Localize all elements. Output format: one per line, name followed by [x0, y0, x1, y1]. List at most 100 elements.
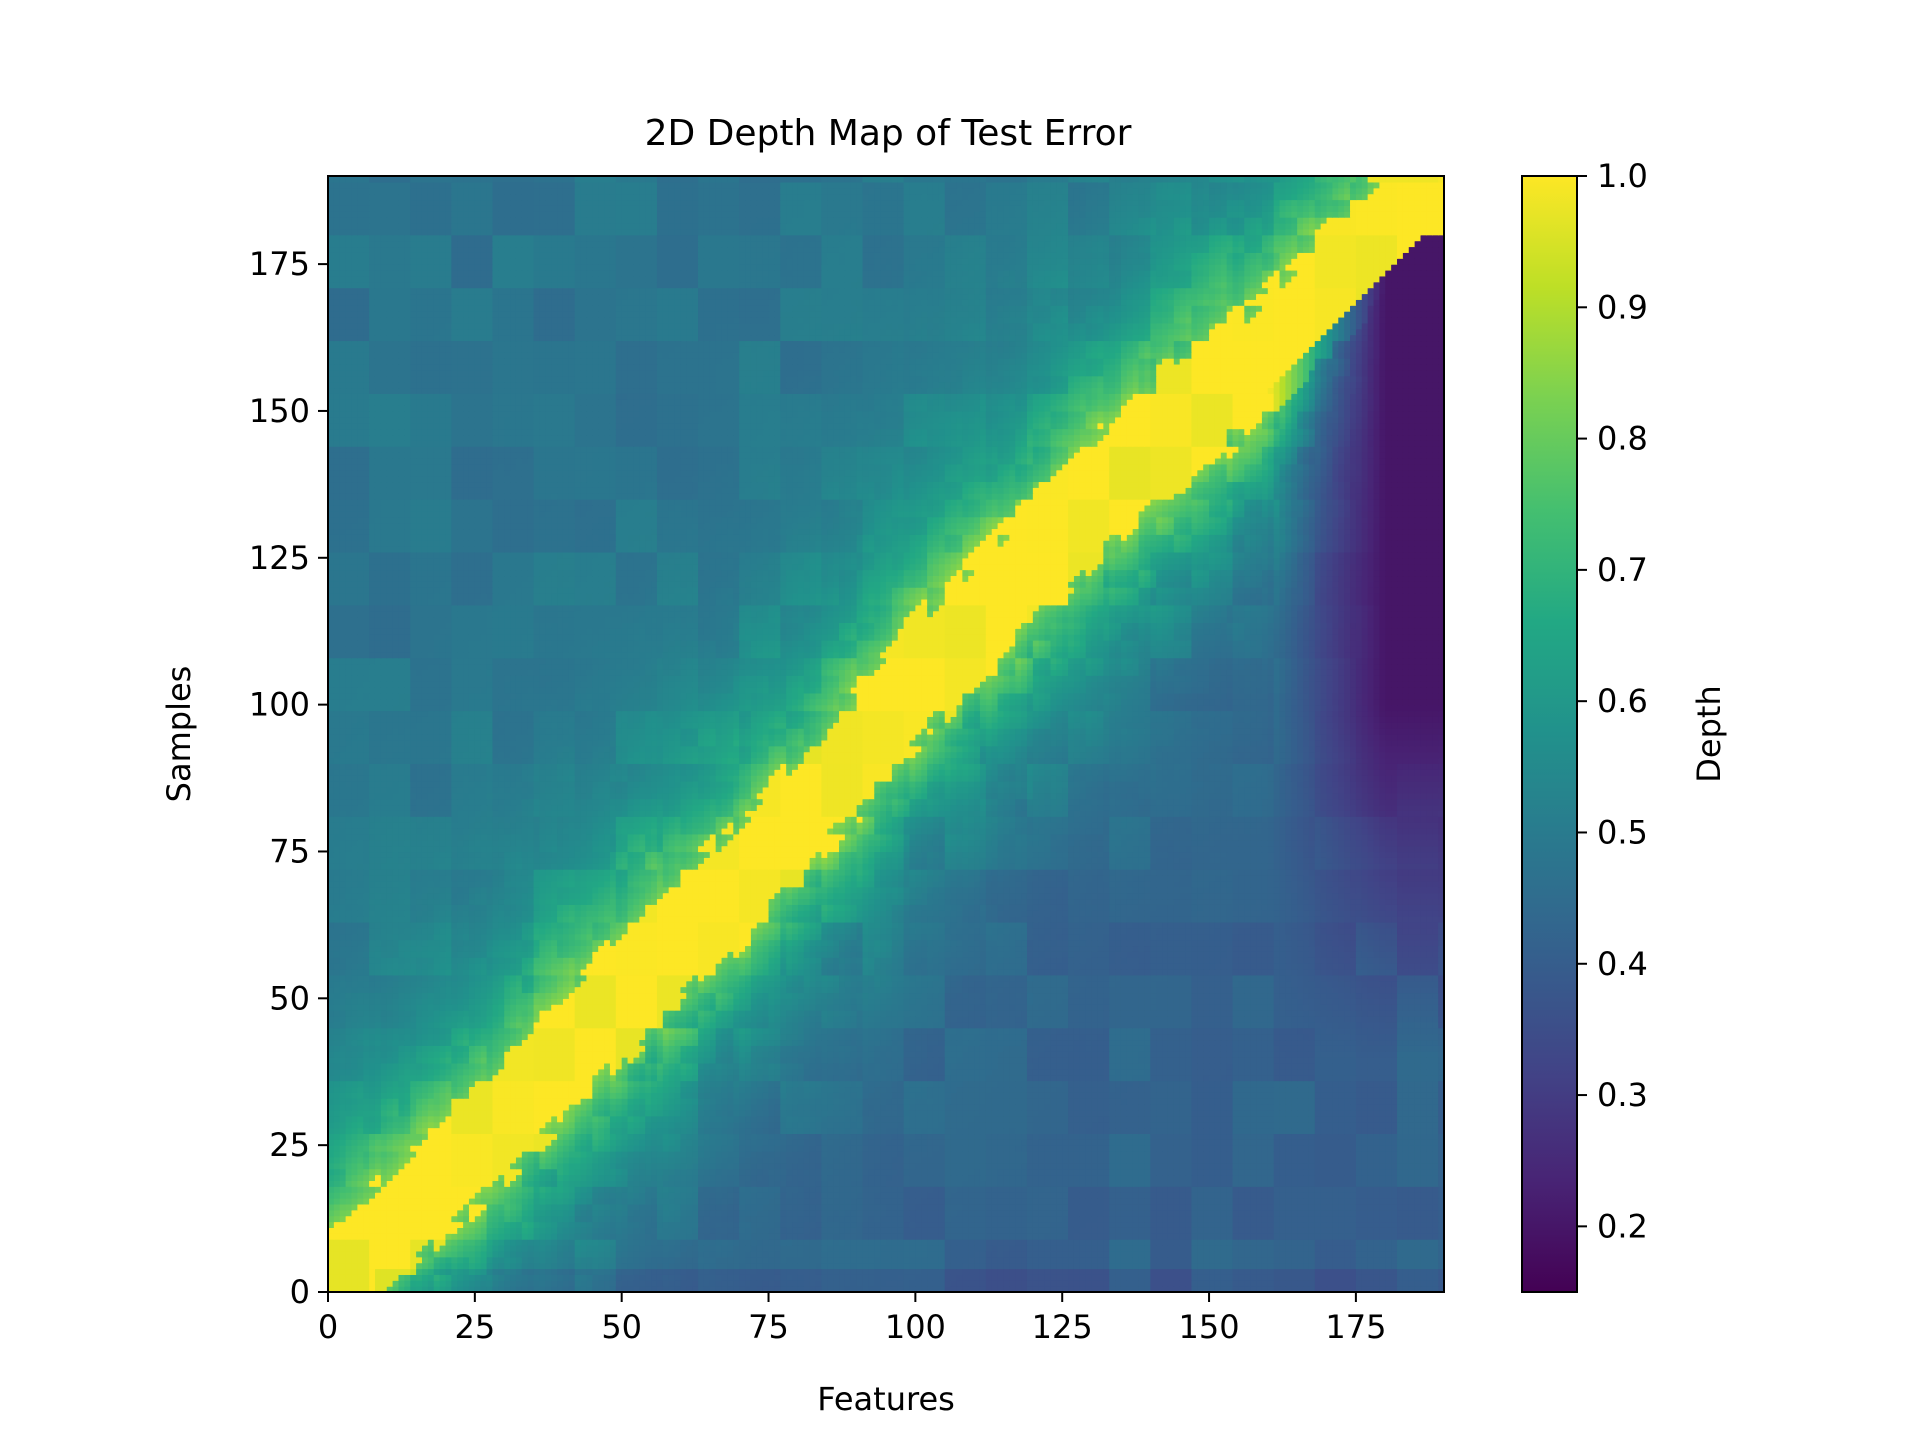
heatmap-cell: [880, 1268, 887, 1275]
heatmap-cell: [351, 1203, 358, 1211]
heatmap-cell: [504, 1215, 511, 1223]
heatmap-cell: [886, 1203, 893, 1211]
heatmap-cell: [504, 1156, 511, 1164]
heatmap-cell: [1162, 1209, 1169, 1217]
heatmap-cell: [1232, 1239, 1240, 1246]
heatmap-cell: [451, 1256, 458, 1264]
heatmap-cell: [686, 1233, 693, 1240]
heatmap-cell: [1115, 1151, 1122, 1158]
heatmap-cell: [1120, 1286, 1128, 1293]
heatmap-cell: [997, 1227, 1005, 1234]
heatmap-cell: [1314, 1156, 1322, 1164]
heatmap-cell: [1379, 1215, 1386, 1223]
heatmap-cell: [850, 1180, 858, 1187]
heatmap-cell: [533, 1250, 541, 1258]
heatmap-cell: [451, 1192, 458, 1199]
heatmap-cell: [662, 1151, 670, 1158]
heatmap-cell: [392, 1286, 400, 1293]
heatmap-cell: [374, 1274, 382, 1281]
heatmap-cell: [1167, 1233, 1175, 1240]
heatmap-cell: [768, 1203, 775, 1211]
heatmap-cell: [686, 1245, 693, 1252]
heatmap-cell: [768, 1145, 775, 1152]
heatmap-cell: [410, 1139, 417, 1146]
heatmap-cell: [739, 1250, 746, 1258]
heatmap-cell: [1385, 1274, 1392, 1281]
heatmap-cell: [1085, 1245, 1093, 1252]
heatmap-cell: [1379, 1156, 1386, 1164]
heatmap-cell: [1003, 1168, 1010, 1176]
heatmap-cell: [909, 1209, 916, 1217]
heatmap-cell: [985, 1198, 993, 1205]
heatmap-cell: [856, 1162, 864, 1170]
heatmap-cell: [510, 1227, 517, 1234]
heatmap-cell: [1361, 1168, 1369, 1176]
heatmap-cell: [1126, 1274, 1134, 1281]
heatmap-cell: [1397, 1198, 1404, 1205]
heatmap-cell: [1209, 1268, 1216, 1275]
heatmap-cell: [733, 1280, 740, 1287]
heatmap-cell: [1303, 1139, 1310, 1146]
heatmap-cell: [1232, 1250, 1240, 1258]
heatmap-cell: [1079, 1268, 1087, 1275]
heatmap-cell: [1326, 1268, 1333, 1275]
heatmap-cell: [580, 1262, 588, 1270]
heatmap-cell: [932, 1198, 940, 1205]
heatmap-cell: [339, 1286, 347, 1293]
heatmap-cell: [915, 1268, 922, 1275]
heatmap-cell: [844, 1198, 852, 1205]
heatmap-cell: [1338, 1203, 1345, 1211]
heatmap-cell: [1021, 1168, 1028, 1176]
heatmap-cell: [1097, 1209, 1104, 1217]
heatmap-cell: [404, 1168, 411, 1176]
heatmap-cell: [1326, 1262, 1333, 1270]
heatmap-cell: [369, 1286, 376, 1293]
heatmap-cell: [1420, 1245, 1427, 1252]
heatmap-cell: [1062, 1233, 1069, 1240]
heatmap-cell: [339, 1186, 347, 1193]
heatmap-cell: [1091, 1250, 1099, 1258]
heatmap-cell: [1373, 1262, 1380, 1270]
heatmap-cell: [1432, 1233, 1439, 1240]
heatmap-cell: [527, 1262, 535, 1270]
heatmap-cell: [1238, 1192, 1245, 1199]
heatmap-cell: [868, 1192, 875, 1199]
heatmap-cell: [421, 1239, 429, 1246]
heatmap-cell: [1209, 1274, 1216, 1281]
heatmap-cell: [1073, 1203, 1081, 1211]
heatmap-cell: [932, 1174, 940, 1181]
heatmap-cell: [844, 1180, 852, 1187]
heatmap-cell: [833, 1162, 840, 1170]
heatmap-cell: [357, 1280, 364, 1287]
heatmap-cell: [1162, 1151, 1169, 1158]
heatmap-cell: [580, 1168, 588, 1176]
heatmap-cell: [1132, 1198, 1140, 1205]
heatmap-cell: [1379, 1221, 1386, 1228]
heatmap-cell: [868, 1174, 875, 1181]
heatmap-cell: [1062, 1221, 1069, 1228]
heatmap-cell: [698, 1174, 705, 1181]
heatmap-cell: [492, 1239, 499, 1246]
heatmap-cell: [756, 1274, 764, 1281]
heatmap-cell: [410, 1286, 417, 1293]
heatmap-cell: [1361, 1256, 1369, 1264]
heatmap-cell: [1373, 1151, 1380, 1158]
heatmap-cell: [844, 1280, 852, 1287]
heatmap-cell: [1350, 1239, 1357, 1246]
heatmap-cell: [1185, 1145, 1193, 1152]
heatmap-cell: [1167, 1198, 1175, 1205]
heatmap-cell: [421, 1180, 429, 1187]
heatmap-cell: [421, 1174, 429, 1181]
heatmap-cell: [1015, 1156, 1022, 1164]
heatmap-cell: [1273, 1250, 1281, 1258]
heatmap-cell: [1232, 1215, 1240, 1223]
heatmap-cell: [868, 1180, 875, 1187]
heatmap-cell: [439, 1239, 447, 1246]
heatmap-cell: [850, 1233, 858, 1240]
heatmap-cell: [792, 1256, 799, 1264]
heatmap-cell: [551, 1186, 558, 1193]
heatmap-cell: [1361, 1192, 1369, 1199]
heatmap-cell: [468, 1180, 476, 1187]
heatmap-cell: [1355, 1145, 1363, 1152]
heatmap-cell: [416, 1280, 423, 1287]
